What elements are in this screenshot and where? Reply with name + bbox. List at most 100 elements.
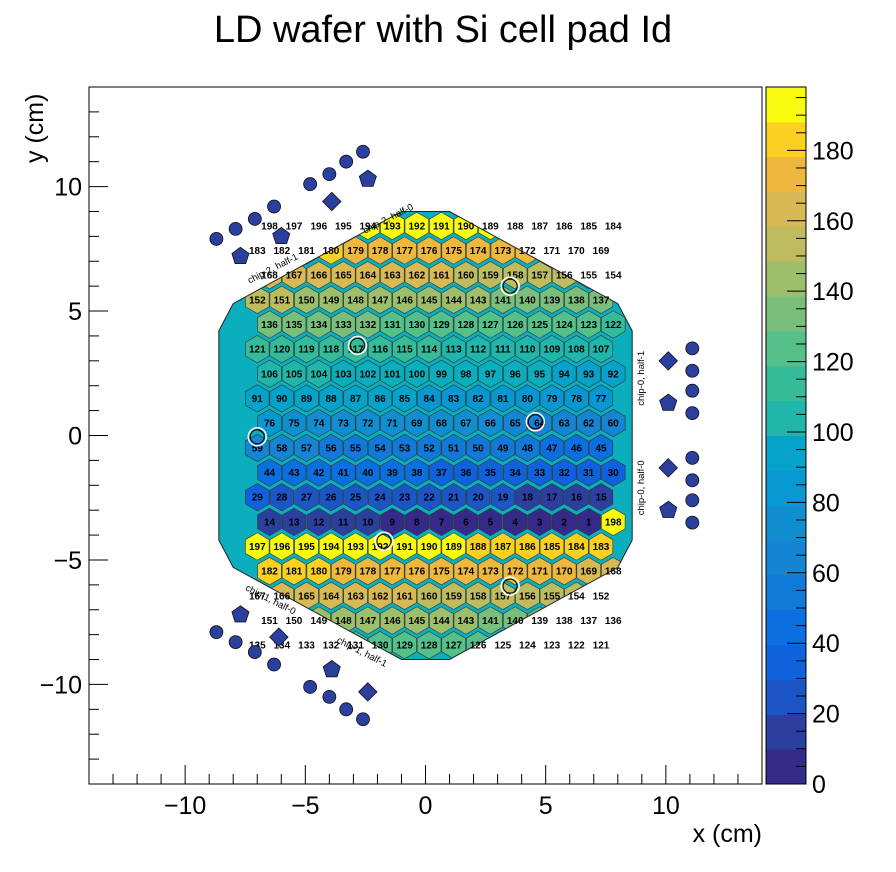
pad-label: 109 xyxy=(544,345,561,356)
pad-label: 137 xyxy=(580,616,597,627)
pad-label: 10 xyxy=(362,517,374,528)
pad-label: 188 xyxy=(470,542,487,553)
pad-label: 74 xyxy=(313,419,325,430)
calibration-pad-ring xyxy=(247,426,267,447)
pad-label: 38 xyxy=(411,468,423,479)
pad-cell xyxy=(576,310,601,339)
pad-cell xyxy=(367,285,393,314)
pad-label: 129 xyxy=(396,641,413,652)
pad-cell xyxy=(257,507,282,536)
pad-label: 102 xyxy=(359,369,376,380)
pad-label: 27 xyxy=(301,493,313,504)
round-marker xyxy=(303,177,318,191)
pad-label: 144 xyxy=(433,616,450,627)
pad-label: 35 xyxy=(485,468,497,479)
pad-label: 167 xyxy=(286,271,303,282)
pad-cell xyxy=(490,433,516,462)
pad-label: 184 xyxy=(605,221,622,232)
pad-label: 152 xyxy=(593,591,610,602)
pad-label: 118 xyxy=(323,345,340,356)
pad-cell xyxy=(306,507,331,536)
pad-cell xyxy=(318,532,344,561)
calibration-pad-ring-inner xyxy=(376,533,392,549)
pad-label: 174 xyxy=(458,567,475,578)
pad-label: 137 xyxy=(593,295,610,306)
pad-label: 154 xyxy=(568,591,585,602)
axes: −10 −5 0 5 10 −10 −5 0 5 10 xyxy=(40,86,763,820)
pad-cell xyxy=(367,581,393,610)
pad-cell xyxy=(281,409,307,438)
pad-cell xyxy=(404,606,430,635)
pad-label: 148 xyxy=(347,295,364,306)
pad-label: 164 xyxy=(323,591,340,602)
pad-label: 22 xyxy=(424,493,436,504)
pad-label: 157 xyxy=(531,271,548,282)
pad-cell xyxy=(502,261,528,290)
calibration-pad-ring-inner xyxy=(502,578,518,594)
pad-label: 79 xyxy=(546,394,558,405)
pad-cell xyxy=(331,507,356,536)
pad-cell xyxy=(551,557,577,586)
pad-label: 19 xyxy=(497,493,509,504)
x-tick-label: 0 xyxy=(419,792,433,820)
pad-label: 90 xyxy=(276,394,288,405)
pad-label: 186 xyxy=(556,221,573,232)
round-marker xyxy=(247,212,262,226)
pad-label: 52 xyxy=(424,443,436,454)
pad-label: 69 xyxy=(411,419,423,430)
pad-label: 160 xyxy=(421,591,438,602)
pad-cell xyxy=(478,507,503,536)
pad-label: 49 xyxy=(497,443,509,454)
wafer-outline xyxy=(218,211,633,660)
colorbar-band xyxy=(766,644,806,680)
pad-label: 24 xyxy=(375,493,387,504)
pad-cell xyxy=(355,557,381,586)
pad-label: 57 xyxy=(301,443,313,454)
pad-label: 195 xyxy=(335,221,352,232)
colorbar-tick-label: 120 xyxy=(812,349,854,377)
pad-label: 197 xyxy=(249,542,266,553)
pad-cell xyxy=(465,483,491,512)
colorbar-band xyxy=(766,296,806,332)
pad-label: 3 xyxy=(537,517,543,528)
pad-cell xyxy=(539,335,565,364)
colorbar-band xyxy=(766,330,806,367)
colorbar-frame xyxy=(765,86,807,785)
pad-cell xyxy=(306,409,331,438)
pad-label: 166 xyxy=(310,271,327,282)
pad-cell xyxy=(392,483,417,512)
round-marker xyxy=(322,689,337,704)
pad-cell xyxy=(551,507,577,536)
pad-label: 120 xyxy=(273,345,290,356)
pad-cell xyxy=(269,433,294,462)
pad-label: 77 xyxy=(595,394,607,405)
y-axis-label: y (cm) xyxy=(21,94,49,163)
pad-cell xyxy=(564,483,589,512)
pad-cell xyxy=(551,458,577,487)
pad-cell xyxy=(367,483,393,512)
pad-cell xyxy=(269,483,294,512)
pad-label: 30 xyxy=(608,468,620,479)
pad-cell xyxy=(318,433,344,462)
y-tick-label: 5 xyxy=(68,298,82,326)
pad-label: 193 xyxy=(384,221,401,232)
pad-label: 156 xyxy=(556,271,573,282)
pad-label: 169 xyxy=(580,567,597,578)
pad-label: 177 xyxy=(384,567,401,578)
diamond-marker xyxy=(322,191,342,212)
round-marker xyxy=(685,383,700,398)
pad-cell xyxy=(343,581,368,610)
pad-label: 81 xyxy=(497,394,509,405)
pad-cell xyxy=(404,261,430,290)
pad-cell xyxy=(478,261,503,290)
pad-label: 39 xyxy=(387,468,399,479)
pad-cell xyxy=(588,532,614,561)
calibration-pad-ring-inner xyxy=(249,429,265,445)
pad-cell xyxy=(392,285,417,314)
pad-cell xyxy=(306,310,331,339)
pad-label: 2 xyxy=(561,517,567,528)
pad-cell xyxy=(331,458,356,487)
pad-label: 198 xyxy=(605,517,622,528)
pad-cell xyxy=(527,261,552,290)
pad-label: 172 xyxy=(507,567,524,578)
